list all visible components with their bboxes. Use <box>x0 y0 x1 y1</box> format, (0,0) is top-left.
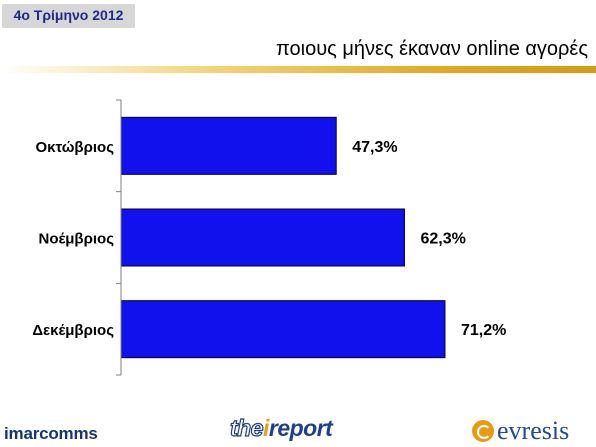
bar <box>120 300 446 359</box>
footer-logos: imarcomms theireport evresis <box>0 412 596 447</box>
evresis-mark-icon <box>472 420 494 442</box>
evresis-logo-text: evresis <box>497 416 570 445</box>
thereport-logo: theireport <box>229 414 333 442</box>
value-label: 47,3% <box>352 139 397 156</box>
quarter-badge-label: 4ο Τρίμηνο 2012 <box>13 7 124 23</box>
category-label: Δεκέμβριος <box>32 322 114 339</box>
value-label: 71,2% <box>461 322 506 339</box>
bar <box>120 116 337 175</box>
category-label: Οκτώβριος <box>35 139 114 156</box>
thereport-logo-the: the <box>229 414 264 441</box>
chart-subtitle: ποιους μήνες έκαναν online αγορές <box>275 38 588 60</box>
imarcomms-logo-text: imarcomms <box>4 424 98 443</box>
value-label: 62,3% <box>420 231 465 248</box>
header-divider <box>0 66 596 73</box>
quarter-badge: 4ο Τρίμηνο 2012 <box>2 4 135 28</box>
imarcomms-logo: imarcomms <box>4 424 98 444</box>
thereport-logo-report: report <box>268 415 333 441</box>
bar-chart: Οκτώβριος 47,3% Νοέμβριος 62,3% Δεκέμβριος 71… <box>32 99 506 376</box>
bar <box>120 208 405 267</box>
category-label: Νοέμβριος <box>38 231 114 248</box>
thereport-logo-i: i <box>263 415 269 441</box>
